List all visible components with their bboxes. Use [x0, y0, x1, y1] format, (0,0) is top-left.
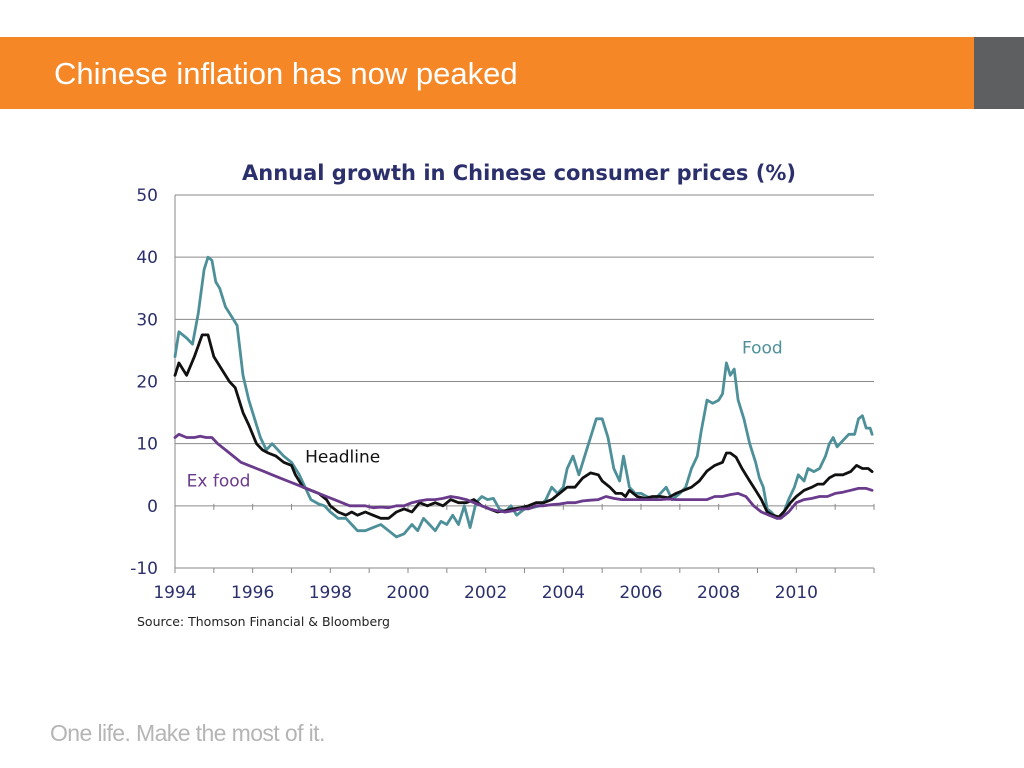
y-tick-label: 10 — [136, 435, 158, 455]
y-tick-label: 0 — [147, 497, 158, 517]
series-label-ex-food: Ex food — [187, 472, 251, 492]
y-tick-label: -10 — [130, 559, 158, 579]
x-tick-label: 1996 — [231, 583, 274, 603]
footer-tagline: One life. Make the most of it. — [50, 720, 325, 746]
series-label-headline: Headline — [305, 447, 380, 467]
source-note: Source: Thomson Financial & Bloomberg — [137, 614, 390, 629]
y-tick-label: 30 — [136, 310, 158, 330]
series-line-ex-food — [173, 432, 874, 520]
series-label-food: Food — [742, 339, 783, 359]
x-tick-label: 1998 — [309, 583, 352, 603]
x-tick-label: 2006 — [619, 583, 662, 603]
x-tick-label: 2008 — [697, 583, 740, 603]
x-tick-label: 2002 — [464, 583, 507, 603]
title-banner-accent — [974, 37, 1024, 109]
x-tick-label: 2000 — [386, 583, 429, 603]
y-tick-label: 50 — [136, 186, 158, 206]
x-tick-label: 2004 — [542, 583, 585, 603]
title-banner — [0, 37, 974, 109]
y-tick-label: 20 — [136, 373, 158, 393]
x-tick-label: 1994 — [153, 583, 196, 603]
slide-title: Chinese inflation has now peaked — [54, 56, 518, 91]
series-labels: Food Headline Ex food — [187, 339, 783, 492]
series-line-food — [173, 255, 874, 539]
y-tick-label: 40 — [136, 248, 158, 268]
series-lines — [173, 255, 874, 539]
x-tick-label: 2010 — [775, 583, 818, 603]
chart-title: Annual growth in Chinese consumer prices… — [242, 161, 796, 185]
series-line-headline — [173, 333, 874, 520]
